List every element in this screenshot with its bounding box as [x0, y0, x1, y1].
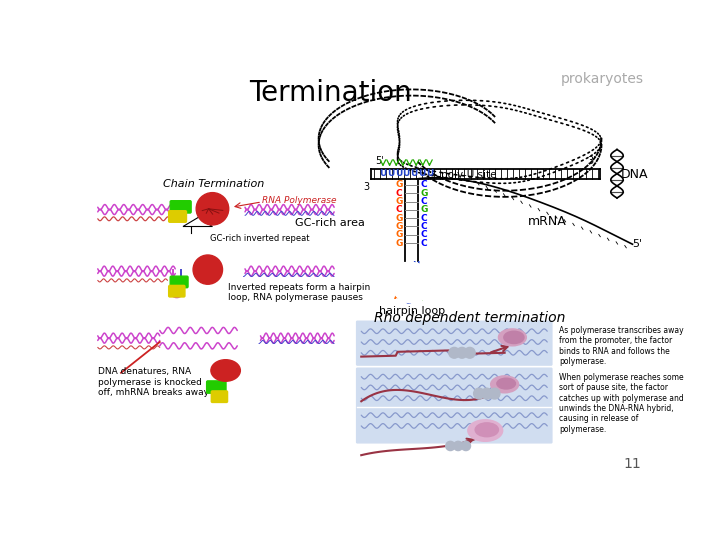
Text: poly-U site: poly-U site	[441, 170, 497, 179]
FancyBboxPatch shape	[170, 276, 188, 288]
Text: DNA denatures, RNA
polymerase is knocked
off, mhRNA breaks away: DNA denatures, RNA polymerase is knocked…	[98, 367, 209, 397]
FancyBboxPatch shape	[207, 381, 226, 393]
Text: U: U	[391, 282, 398, 291]
Text: U: U	[387, 169, 395, 178]
Text: A: A	[394, 271, 401, 280]
Circle shape	[456, 347, 467, 358]
Polygon shape	[183, 217, 212, 226]
Circle shape	[464, 347, 475, 358]
Ellipse shape	[498, 329, 526, 346]
Text: U: U	[412, 261, 419, 270]
Text: DNA: DNA	[621, 168, 649, 181]
Text: Termination: Termination	[249, 79, 412, 107]
Text: U: U	[418, 169, 426, 178]
FancyBboxPatch shape	[168, 286, 185, 297]
Text: G: G	[395, 180, 403, 190]
Text: G: G	[415, 294, 423, 302]
Text: C: C	[420, 197, 428, 206]
Text: 5': 5'	[632, 239, 643, 249]
Text: prokaryotes: prokaryotes	[561, 72, 644, 86]
Text: C: C	[405, 298, 411, 307]
Text: RNA Polymerase: RNA Polymerase	[262, 196, 336, 205]
Text: mRNA: mRNA	[528, 214, 567, 228]
Ellipse shape	[468, 420, 503, 441]
Text: G: G	[395, 197, 403, 206]
Circle shape	[454, 441, 463, 450]
Circle shape	[446, 441, 455, 450]
Text: When polymerase reaches some
sort of pause site, the factor
catches up with poly: When polymerase reaches some sort of pau…	[559, 373, 683, 434]
Text: G: G	[420, 188, 428, 198]
Text: A: A	[394, 292, 401, 301]
Text: hairpin loop: hairpin loop	[379, 306, 445, 316]
Text: Chain Termination: Chain Termination	[163, 179, 265, 189]
Text: U: U	[426, 169, 433, 178]
Text: U: U	[395, 169, 402, 178]
Text: As polymerase transcribes away
from the promoter, the factor
binds to RNA and fo: As polymerase transcribes away from the …	[559, 326, 683, 366]
Text: GC-rich inverted repeat: GC-rich inverted repeat	[210, 234, 310, 243]
Circle shape	[449, 347, 459, 358]
Text: Inverted repeats form a hairpin
loop, RNA polymerase pauses: Inverted repeats form a hairpin loop, RN…	[228, 283, 370, 302]
FancyBboxPatch shape	[356, 321, 552, 365]
FancyBboxPatch shape	[211, 391, 228, 402]
Circle shape	[474, 388, 485, 399]
Text: G: G	[395, 230, 403, 239]
Text: C: C	[420, 230, 428, 239]
Text: 3: 3	[364, 182, 370, 192]
FancyBboxPatch shape	[170, 201, 191, 213]
FancyBboxPatch shape	[356, 368, 552, 443]
Text: G: G	[395, 222, 403, 231]
Text: G: G	[395, 239, 403, 247]
Circle shape	[196, 193, 229, 225]
Text: A: A	[422, 269, 429, 278]
Ellipse shape	[490, 376, 518, 393]
Text: G: G	[395, 214, 403, 222]
Ellipse shape	[504, 331, 524, 343]
Text: 5': 5'	[375, 157, 384, 166]
Text: C: C	[396, 188, 402, 198]
Text: U: U	[410, 169, 418, 178]
Text: C: C	[420, 180, 428, 190]
Circle shape	[482, 388, 492, 399]
Ellipse shape	[475, 423, 498, 437]
Circle shape	[193, 255, 222, 284]
Circle shape	[489, 388, 500, 399]
Ellipse shape	[211, 360, 240, 381]
Text: G: G	[423, 282, 431, 291]
FancyBboxPatch shape	[168, 211, 186, 222]
Text: C: C	[396, 205, 402, 214]
Text: 3': 3'	[588, 157, 596, 166]
Text: U: U	[379, 169, 387, 178]
Text: C: C	[420, 222, 428, 231]
Circle shape	[462, 441, 471, 450]
Text: U: U	[402, 169, 410, 178]
Text: C: C	[420, 214, 428, 222]
Text: G: G	[420, 205, 428, 214]
Text: Rho dependent termination: Rho dependent termination	[374, 311, 565, 325]
Text: C: C	[420, 239, 428, 247]
Text: 11: 11	[624, 457, 642, 471]
Circle shape	[392, 262, 432, 303]
Text: GC-rich area: GC-rich area	[295, 218, 365, 228]
Ellipse shape	[497, 378, 516, 389]
